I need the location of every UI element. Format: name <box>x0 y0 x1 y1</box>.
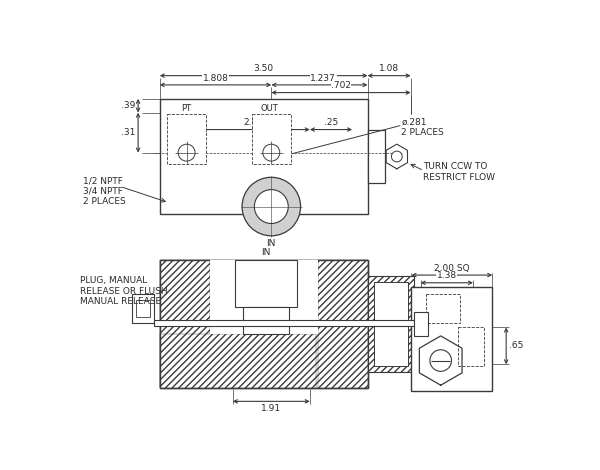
Text: .31: .31 <box>121 128 136 137</box>
Text: 1.237: 1.237 <box>310 74 336 83</box>
Bar <box>154 320 414 326</box>
Bar <box>317 260 368 387</box>
Text: 3.50: 3.50 <box>254 64 274 73</box>
Text: PLUG, MANUAL
RELEASE OR FLUSH
MANUAL RELEASE: PLUG, MANUAL RELEASE OR FLUSH MANUAL REL… <box>80 276 168 306</box>
Bar <box>243 306 289 334</box>
Text: .65: .65 <box>509 341 524 351</box>
Bar <box>167 114 206 164</box>
Text: OUT: OUT <box>260 104 278 113</box>
Bar <box>160 260 210 387</box>
Text: IN: IN <box>266 239 276 248</box>
Text: 1.38: 1.38 <box>437 272 457 281</box>
Bar <box>210 260 317 334</box>
Text: .702: .702 <box>331 81 351 90</box>
Bar <box>412 287 493 392</box>
Bar <box>414 313 428 336</box>
Bar <box>136 300 149 317</box>
Bar <box>368 276 414 372</box>
Text: ø.281
2 PLACES: ø.281 2 PLACES <box>401 118 444 137</box>
Bar <box>252 114 290 164</box>
Bar <box>160 99 368 214</box>
Circle shape <box>430 350 451 371</box>
Text: 2.00 SQ: 2.00 SQ <box>434 264 470 273</box>
Circle shape <box>391 151 402 162</box>
Circle shape <box>178 144 195 161</box>
Bar <box>160 260 368 387</box>
Text: PT: PT <box>182 104 191 113</box>
Text: 1.08: 1.08 <box>379 64 399 73</box>
Bar <box>160 334 316 387</box>
Circle shape <box>263 144 280 161</box>
Bar <box>374 282 407 366</box>
Text: IN: IN <box>261 248 271 258</box>
Text: 2.000: 2.000 <box>243 118 269 127</box>
Bar <box>458 328 484 366</box>
Text: .25: .25 <box>324 118 338 127</box>
Text: .39: .39 <box>121 101 136 110</box>
Text: 1/2 NPTF
3/4 NPTF
2 PLACES: 1/2 NPTF 3/4 NPTF 2 PLACES <box>83 176 125 206</box>
Circle shape <box>242 177 301 236</box>
Bar <box>368 130 385 183</box>
Text: 1.91: 1.91 <box>261 404 281 413</box>
Bar <box>132 294 154 323</box>
Bar <box>235 260 297 306</box>
Bar <box>425 294 460 323</box>
Circle shape <box>254 189 288 224</box>
Text: TURN CCW TO
RESTRICT FLOW: TURN CCW TO RESTRICT FLOW <box>423 162 495 181</box>
Text: 1.808: 1.808 <box>203 74 229 83</box>
